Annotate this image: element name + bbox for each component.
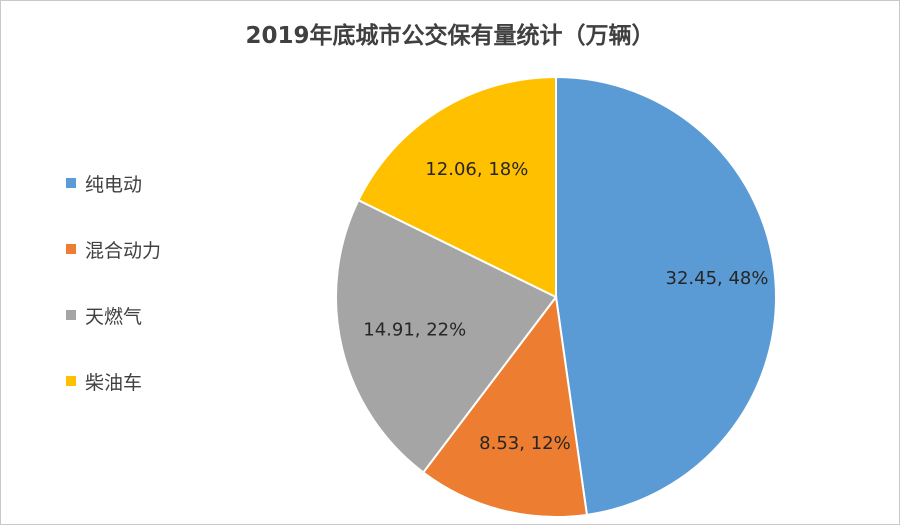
legend-label-hybrid: 混合动力 <box>85 239 162 262</box>
legend-label-electric: 纯电动 <box>85 173 143 196</box>
pie-slice-hybrid <box>421 294 589 518</box>
legend-swatch-electric <box>66 178 76 188</box>
legend-label-natural-gas: 天燃气 <box>85 305 143 328</box>
legend-swatch-natural-gas <box>66 310 76 320</box>
pie-slice-natural-gas <box>335 198 558 474</box>
data-label-hybrid: 8.53, 12% <box>479 433 571 454</box>
pie-slice-diesel <box>357 75 557 299</box>
pie-slice-electric <box>555 75 777 516</box>
data-label-diesel: 12.06, 18% <box>425 159 528 180</box>
legend-swatch-diesel <box>66 376 76 386</box>
chart-title: 2019年底城市公交保有量统计（万辆） <box>245 23 655 49</box>
chart-legend: 纯电动 混合动力 天燃气 柴油车 <box>66 172 161 436</box>
legend-item-diesel: 柴油车 <box>66 370 161 394</box>
legend-item-electric: 纯电动 <box>66 172 161 196</box>
legend-swatch-hybrid <box>66 244 76 254</box>
data-label-electric: 32.45, 48% <box>666 268 769 289</box>
legend-item-hybrid: 混合动力 <box>66 238 162 262</box>
data-label-natural-gas: 14.91, 22% <box>363 320 466 341</box>
legend-item-natural-gas: 天燃气 <box>66 304 161 328</box>
legend-label-diesel: 柴油车 <box>85 371 143 394</box>
